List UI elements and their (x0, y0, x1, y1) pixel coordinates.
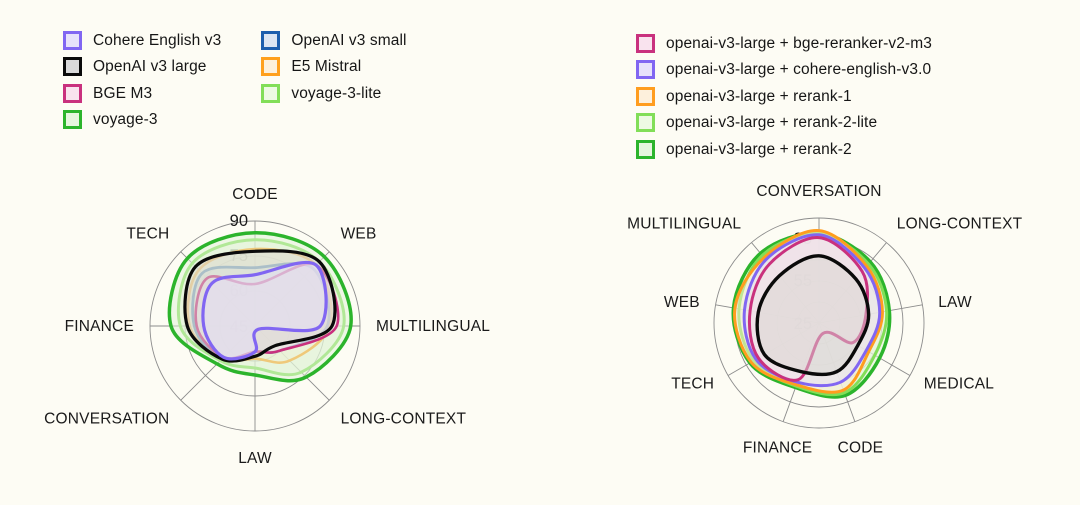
axis-label-web: WEB (664, 294, 700, 311)
legend-item-openai-v3-large: OpenAI v3 large (63, 54, 221, 81)
radial-tick-label: 90 (230, 212, 248, 230)
legend-label: OpenAI v3 large (93, 58, 207, 75)
legend-label: openai-v3-large + rerank-2 (666, 140, 852, 158)
legend-item-openai-v3-large-rerank-2-lite: openai-v3-large + rerank-2-lite (636, 110, 932, 137)
reranker-models-legend: openai-v3-large + bge-reranker-v2-m3 open… (636, 30, 932, 163)
series-openai-v3-large (755, 254, 871, 377)
axis-label-conversation: CONVERSATION (756, 183, 881, 200)
legend-column: Cohere English v3 OpenAI v3 large BGE M3 vo… (63, 27, 221, 133)
reranker-models-radar: 255585CONVERSATIONLONG-CONTEXTLAWMEDICAL… (627, 183, 1023, 457)
legend-swatch-icon (636, 60, 655, 80)
axis-label-law: LAW (938, 294, 972, 311)
legend-label: voyage-3-lite (291, 84, 382, 102)
axis-label-finance: FINANCE (65, 318, 134, 335)
legend-item-voyage-3: voyage-3 (63, 107, 221, 134)
legend-label: voyage-3 (93, 111, 158, 128)
axis-label-tech: TECH (126, 225, 169, 242)
legend-label: openai-v3-large + rerank-2-lite (666, 114, 878, 131)
legend-swatch-icon (636, 113, 655, 133)
legend-swatch-icon (636, 139, 655, 159)
legend-label: openai-v3-large + cohere-english-v3.0 (666, 61, 932, 78)
legend-item-e5-mistral: E5 Mistral (261, 54, 406, 81)
legend-item-openai-v3-large-bge-reranker-v2-m3: openai-v3-large + bge-reranker-v2-m3 (636, 30, 932, 57)
axis-label-medical: MEDICAL (924, 376, 994, 393)
legend-swatch-icon (261, 83, 281, 103)
legend-item-openai-v3-large-cohere-english-v3-0: openai-v3-large + cohere-english-v3.0 (636, 57, 932, 84)
axis-label-multilingual: MULTILINGUAL (376, 318, 490, 335)
embedding-models-radar: 45607590CODEWEBMULTILINGUALLONG-CONTEXTL… (44, 186, 490, 467)
legend-item-openai-v3-large-rerank-1: openai-v3-large + rerank-1 (636, 83, 932, 110)
legend-item-cohere-english-v3: Cohere English v3 (63, 27, 221, 54)
legend-label: BGE M3 (93, 84, 153, 102)
axis-label-long-context: LONG-CONTEXT (897, 215, 1023, 232)
legend-swatch-icon (63, 83, 82, 103)
axis-label-conversation: CONVERSATION (44, 411, 169, 428)
legend-item-openai-v3-small: OpenAI v3 small (261, 27, 406, 54)
legend-column: openai-v3-large + bge-reranker-v2-m3 open… (636, 30, 932, 163)
legend-label: openai-v3-large + rerank-1 (666, 87, 852, 105)
legend-column: OpenAI v3 small E5 Mistral voyage-3-lite (261, 27, 406, 133)
legend-swatch-icon (261, 57, 281, 77)
legend-swatch-icon (636, 33, 655, 53)
legend-swatch-icon (63, 30, 82, 50)
legend-swatch-icon (261, 30, 281, 50)
legend-swatch-icon (63, 57, 82, 77)
axis-label-law: LAW (238, 450, 272, 467)
axis-label-code: CODE (232, 186, 278, 203)
axis-label-finance: FINANCE (743, 440, 812, 457)
axis-label-web: WEB (341, 225, 377, 242)
legend-item-bge-m3: BGE M3 (63, 80, 221, 107)
legend-swatch-icon (636, 86, 655, 106)
legend-label: Cohere English v3 (93, 31, 222, 49)
legend-label: E5 Mistral (291, 58, 362, 75)
legend-swatch-icon (63, 110, 82, 130)
axis-label-code: CODE (838, 440, 884, 457)
embedding-models-legend: Cohere English v3 OpenAI v3 large BGE M3 vo… (63, 27, 407, 133)
series-cohere-english-v3 (201, 260, 328, 361)
legend-label: OpenAI v3 small (291, 31, 407, 49)
axis-label-multilingual: MULTILINGUAL (627, 215, 741, 232)
legend-item-voyage-3-lite: voyage-3-lite (261, 80, 406, 107)
axis-label-tech: TECH (671, 376, 714, 393)
legend-item-openai-v3-large-rerank-2: openai-v3-large + rerank-2 (636, 136, 932, 163)
axis-label-long-context: LONG-CONTEXT (341, 411, 467, 428)
legend-label: openai-v3-large + bge-reranker-v2-m3 (666, 34, 932, 52)
